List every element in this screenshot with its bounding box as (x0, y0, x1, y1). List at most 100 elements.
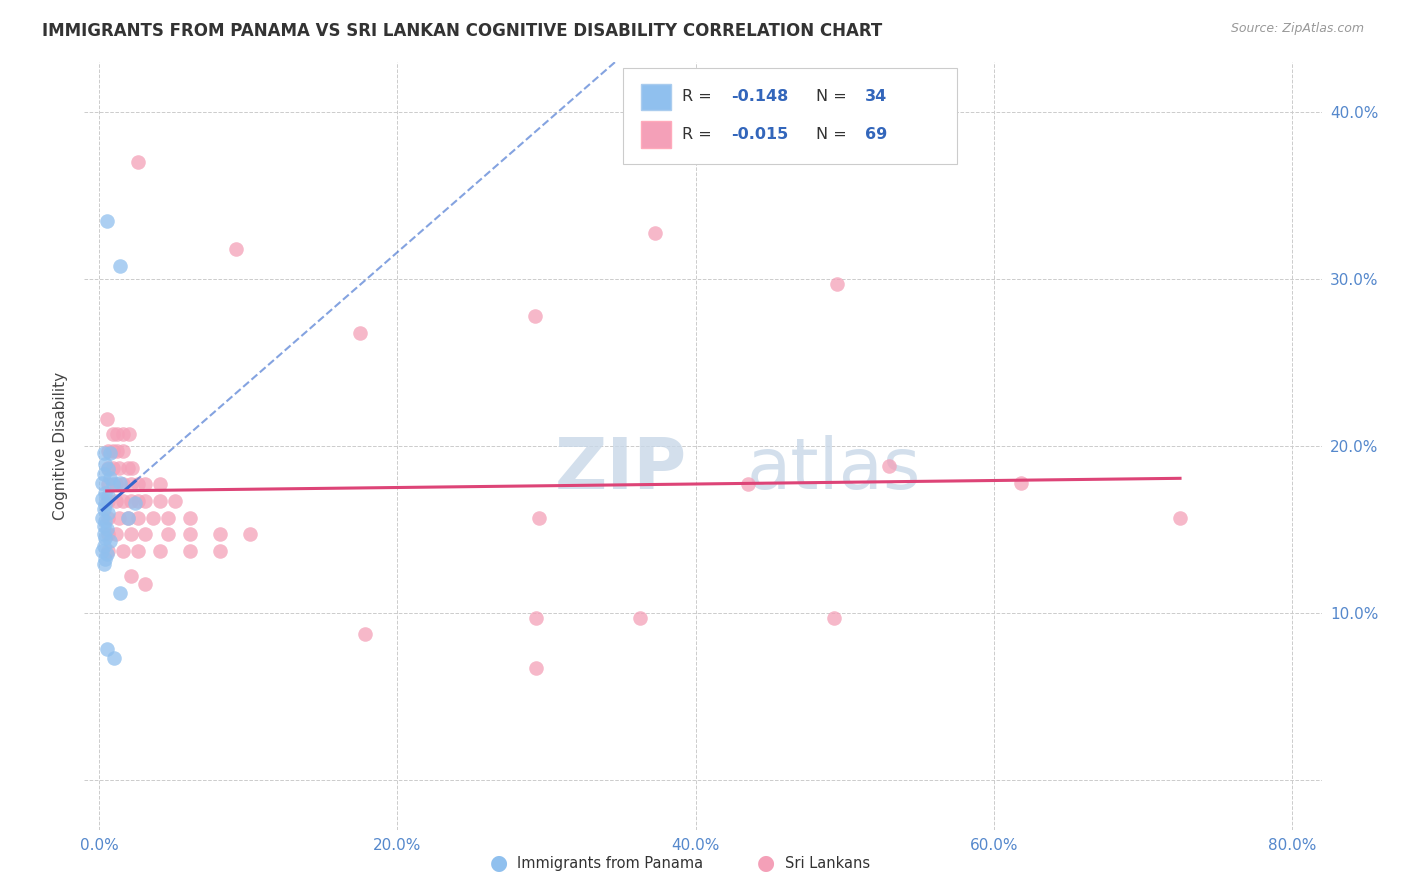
Point (97, 477, 120, 491)
Point (108, 475, 131, 490)
Point (179, 527, 201, 541)
Point (93, 539, 115, 553)
Text: ZIP: ZIP (554, 434, 686, 503)
Point (120, 494, 142, 508)
Point (523, 309, 546, 323)
Point (149, 494, 172, 508)
Point (127, 155, 149, 169)
Point (120, 569, 142, 583)
Point (179, 544, 201, 558)
Point (108, 586, 131, 600)
Point (112, 494, 135, 508)
FancyBboxPatch shape (641, 121, 671, 148)
Point (112, 427, 135, 442)
Point (1168, 510, 1191, 524)
Text: Immigrants from Panama: Immigrants from Panama (517, 856, 703, 871)
Point (225, 242, 247, 256)
Point (93, 445, 115, 459)
Point (239, 527, 262, 541)
Point (93, 519, 115, 533)
Point (117, 510, 139, 524)
Point (93, 502, 115, 516)
Text: IMMIGRANTS FROM PANAMA VS SRI LANKAN COGNITIVE DISABILITY CORRELATION CHART: IMMIGRANTS FROM PANAMA VS SRI LANKAN COG… (42, 22, 883, 40)
Point (94, 531, 117, 545)
Text: Sri Lankans: Sri Lankans (785, 856, 870, 871)
Point (165, 494, 187, 508)
Point (97, 510, 120, 524)
Point (93, 527, 115, 541)
Point (120, 477, 142, 491)
FancyBboxPatch shape (623, 68, 956, 164)
Point (134, 577, 156, 591)
Point (349, 326, 371, 340)
Point (527, 510, 550, 524)
Point (97, 462, 120, 476)
Point (156, 527, 179, 541)
Point (179, 510, 201, 524)
Point (127, 477, 149, 491)
Point (94, 497, 117, 511)
Point (121, 460, 143, 475)
Text: N =: N = (815, 127, 852, 142)
Point (94, 458, 117, 472)
Point (737, 477, 759, 491)
Point (97, 527, 120, 541)
Point (644, 226, 666, 240)
Point (97, 460, 120, 475)
Point (104, 527, 127, 541)
Point (93, 467, 115, 482)
Point (117, 510, 139, 524)
Point (107, 460, 129, 475)
Point (134, 494, 156, 508)
Point (96, 522, 118, 536)
Point (94, 514, 117, 528)
Y-axis label: Cognitive Disability: Cognitive Disability (52, 372, 67, 520)
Point (127, 510, 149, 524)
Point (353, 627, 375, 641)
Point (117, 460, 139, 475)
Point (94, 485, 117, 500)
Point (97, 489, 120, 503)
Point (112, 477, 135, 491)
Point (1010, 475, 1032, 490)
Point (112, 444, 135, 458)
Point (149, 477, 172, 491)
Point (112, 544, 135, 558)
Point (98, 445, 121, 459)
Text: 34: 34 (865, 89, 887, 104)
Text: Source: ZipAtlas.com: Source: ZipAtlas.com (1230, 22, 1364, 36)
Point (91, 510, 114, 524)
Point (108, 259, 131, 273)
Point (91, 544, 114, 558)
Text: ●: ● (758, 854, 775, 873)
FancyBboxPatch shape (641, 84, 671, 111)
Point (149, 544, 172, 558)
Point (524, 611, 547, 625)
Point (524, 661, 547, 675)
Text: atlas: atlas (747, 434, 921, 503)
Point (107, 510, 129, 524)
Point (91, 492, 114, 507)
Point (208, 527, 231, 541)
Point (134, 477, 156, 491)
Point (101, 477, 124, 491)
Point (156, 510, 179, 524)
Point (120, 527, 142, 541)
Point (101, 427, 124, 442)
Point (91, 475, 114, 490)
Point (96, 412, 118, 426)
Text: -0.015: -0.015 (731, 127, 789, 142)
Point (97, 544, 120, 558)
Point (97, 444, 120, 458)
Text: R =: R = (682, 127, 717, 142)
Point (127, 494, 149, 508)
Point (98, 534, 121, 549)
Point (208, 544, 231, 558)
Text: R =: R = (682, 89, 717, 104)
Point (823, 611, 845, 625)
Point (98, 471, 121, 485)
Point (628, 611, 651, 625)
Point (101, 444, 124, 458)
Text: -0.148: -0.148 (731, 89, 789, 104)
Point (105, 444, 128, 458)
